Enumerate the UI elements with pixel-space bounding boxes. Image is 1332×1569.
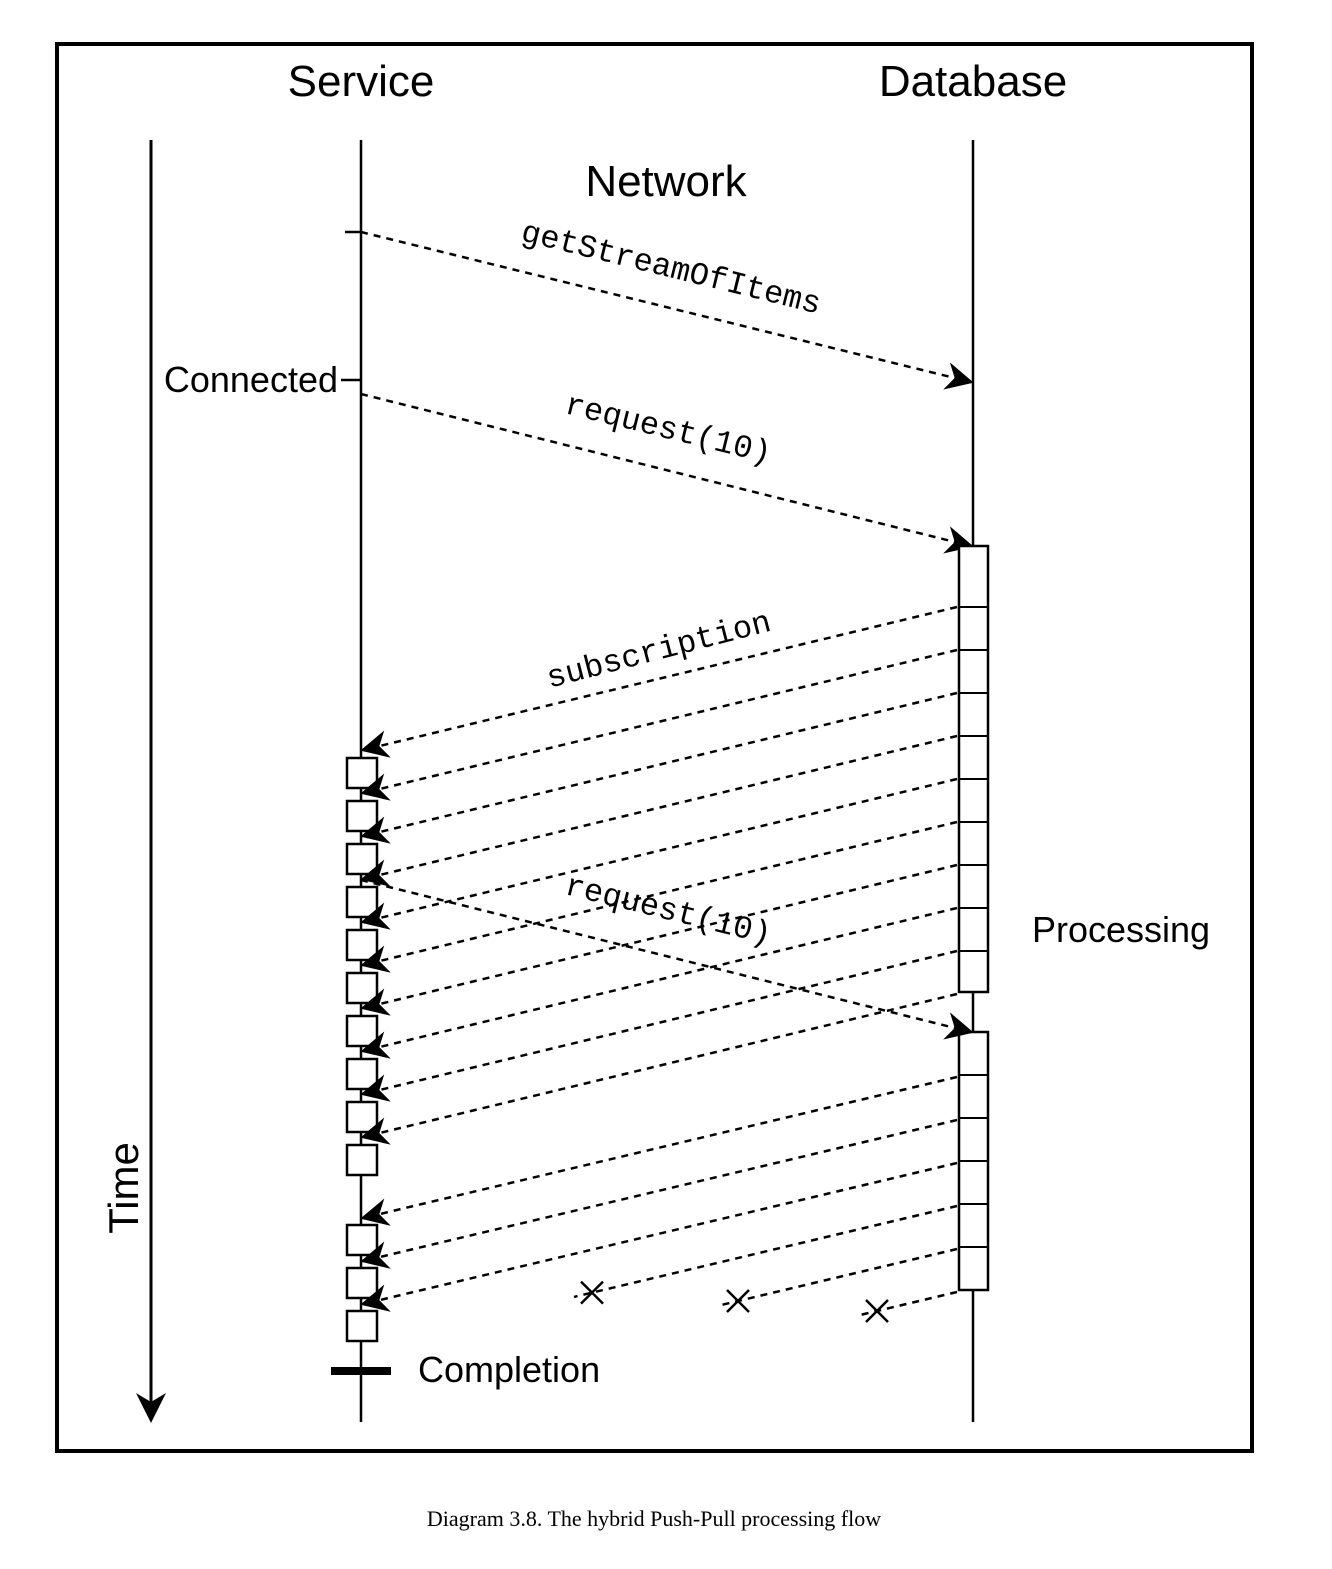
service-item-box — [345, 1014, 379, 1048]
service-received-items — [345, 756, 379, 1343]
service-item-box — [345, 1057, 379, 1091]
first-request-arrow — [360, 392, 974, 554]
item-arrow — [360, 691, 958, 844]
item-arrow — [360, 949, 958, 1102]
service-header: Service — [288, 57, 435, 106]
service-item-box — [345, 971, 379, 1005]
drop-x-icon — [865, 1299, 889, 1323]
database-header: Database — [879, 57, 1067, 106]
item-arrow — [360, 863, 958, 1016]
diagram-frame — [55, 42, 1254, 1453]
service-item-box — [345, 842, 379, 876]
figure-caption: Diagram 3.8. The hybrid Push-Pull proces… — [426, 1506, 882, 1531]
processing-label: Processing — [1032, 909, 1210, 950]
drop-x-icon — [726, 1289, 750, 1313]
item-arrow — [360, 906, 958, 1059]
service-item-box — [345, 756, 379, 790]
item-arrow — [360, 1118, 958, 1269]
service-item-box — [345, 1309, 379, 1343]
item-arrow — [360, 605, 958, 758]
service-item-box — [345, 799, 379, 833]
service-item-box — [345, 1223, 379, 1257]
item-arrow — [360, 1075, 958, 1226]
time-axis-label: Time — [100, 1142, 147, 1234]
db-batch-1-frame — [957, 544, 990, 994]
item-arrow — [360, 777, 958, 930]
dropped-arrow — [573, 1204, 958, 1299]
service-item-box — [345, 1266, 379, 1300]
drop-x-icon — [580, 1280, 604, 1305]
item-arrow — [360, 648, 958, 801]
get-stream-arrow — [360, 230, 974, 390]
second-request-arrow — [360, 878, 974, 1040]
database-batch-1 — [957, 544, 990, 994]
dropped-arrow — [719, 1247, 958, 1307]
first-request-label: request(10) — [561, 387, 775, 473]
item-delivery-arrows — [360, 605, 958, 1312]
connected-label: Connected — [164, 359, 338, 400]
item-arrow — [360, 734, 958, 887]
item-arrow — [360, 1161, 958, 1312]
completion-label: Completion — [418, 1349, 600, 1390]
second-request-label: request(10) — [561, 868, 775, 954]
service-item-box — [345, 1143, 379, 1177]
dropped-arrow — [858, 1290, 958, 1317]
database-batch-2 — [957, 1030, 990, 1292]
network-label: Network — [585, 157, 747, 206]
service-item-box — [345, 885, 379, 919]
subscription-label: subscription — [543, 604, 775, 698]
service-item-box — [345, 1100, 379, 1134]
item-arrow — [360, 992, 958, 1145]
item-arrow — [360, 820, 958, 973]
service-item-box — [345, 928, 379, 962]
dropped-item-arrows — [573, 1204, 958, 1323]
